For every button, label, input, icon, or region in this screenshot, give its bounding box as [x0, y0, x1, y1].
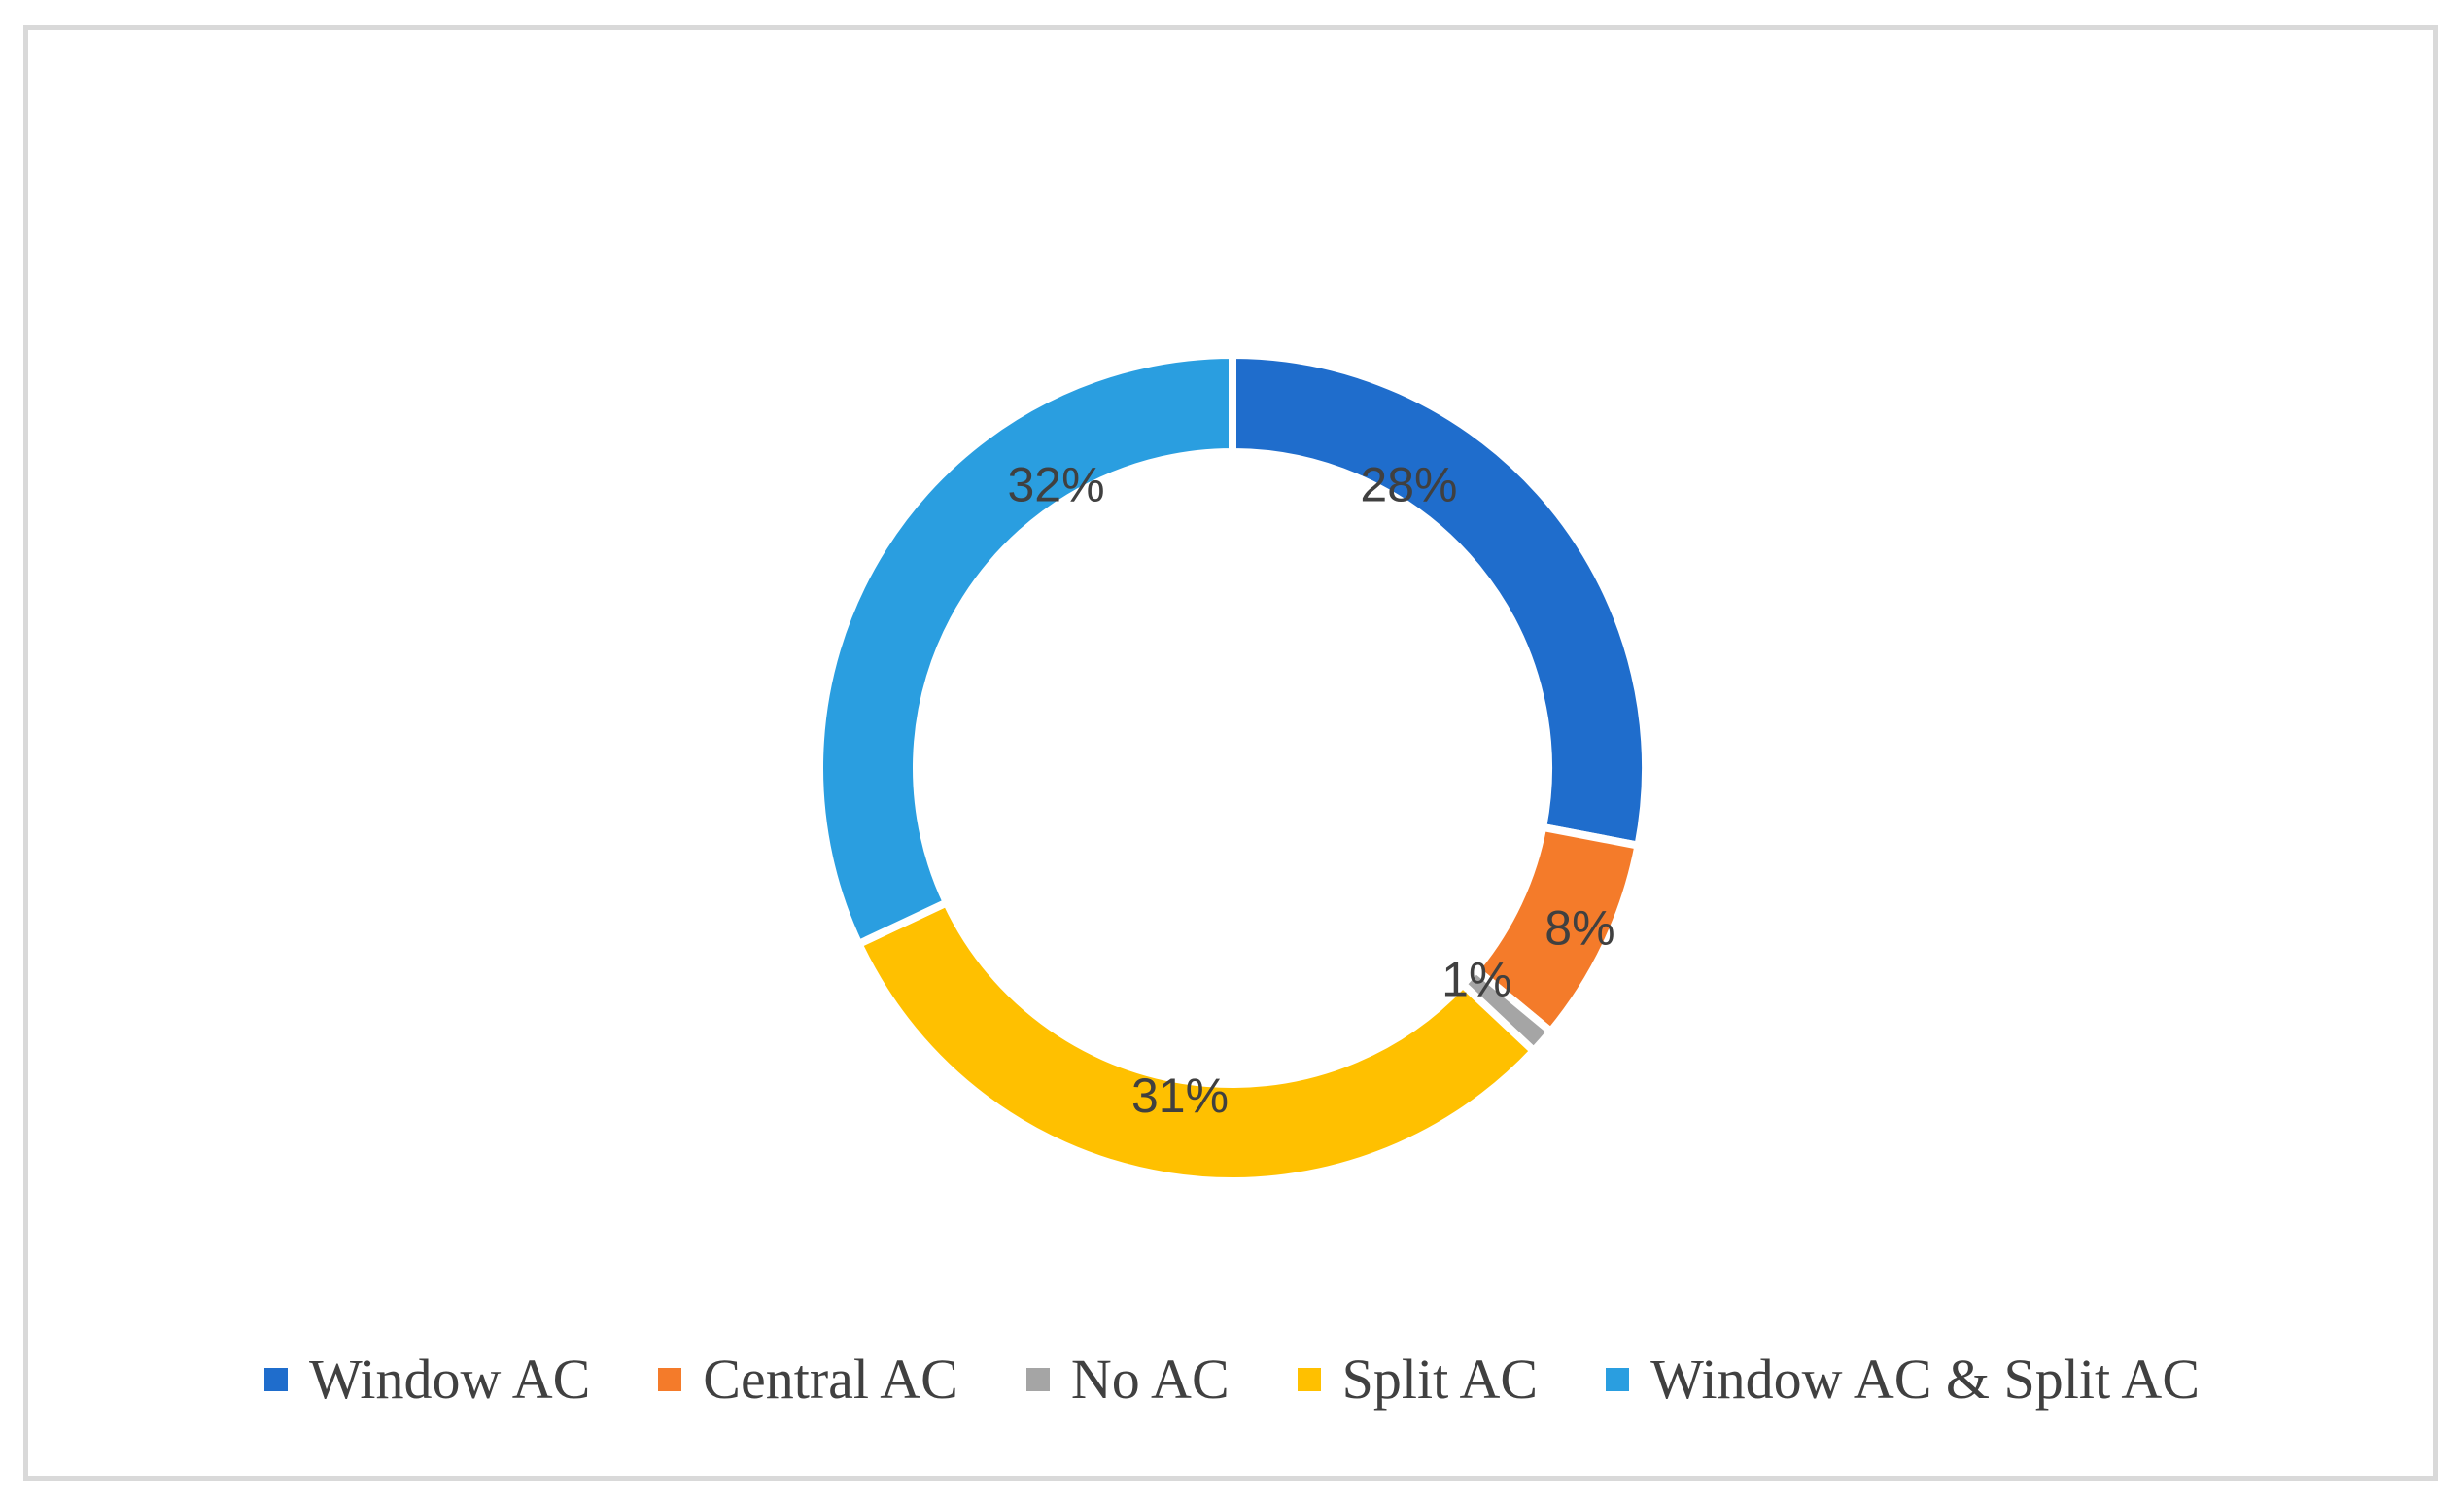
legend-label-window-split-ac: Window AC & Split AC [1650, 1348, 2201, 1411]
slice-label-split-ac: 31% [1131, 1068, 1229, 1123]
donut-slice-window-split-ac [816, 350, 1236, 950]
slice-label-window-split-ac: 32% [1008, 458, 1105, 512]
legend-item-no-ac: No AC [1025, 1347, 1230, 1412]
donut-slice-window-ac [1229, 350, 1649, 851]
legend-swatch-no-ac [1025, 1367, 1050, 1391]
legend-label-window-ac: Window AC [308, 1348, 591, 1411]
legend-swatch-central-ac [658, 1367, 682, 1391]
legend-swatch-window-split-ac [1606, 1367, 1630, 1391]
legend-swatch-split-ac [1297, 1367, 1321, 1391]
legend-label-split-ac: Split AC [1341, 1348, 1539, 1411]
slice-label-window-ac: 28% [1360, 458, 1457, 512]
legend-swatch-window-ac [263, 1367, 288, 1391]
slice-label-no-ac: 1% [1441, 953, 1511, 1007]
legend-item-window-split-ac: Window AC & Split AC [1606, 1347, 2200, 1412]
legend-item-window-ac: Window AC [263, 1347, 591, 1412]
legend-item-split-ac: Split AC [1297, 1347, 1539, 1412]
chart-frame [23, 25, 2438, 1481]
legend-item-central-ac: Central AC [658, 1347, 958, 1412]
legend-label-no-ac: No AC [1070, 1348, 1230, 1411]
chart-legend: Window AC Central AC No AC Split AC Wind… [0, 1347, 2464, 1412]
legend-label-central-ac: Central AC [703, 1348, 958, 1411]
donut-slice-split-ac [853, 897, 1540, 1185]
slice-label-central-ac: 8% [1544, 900, 1614, 955]
